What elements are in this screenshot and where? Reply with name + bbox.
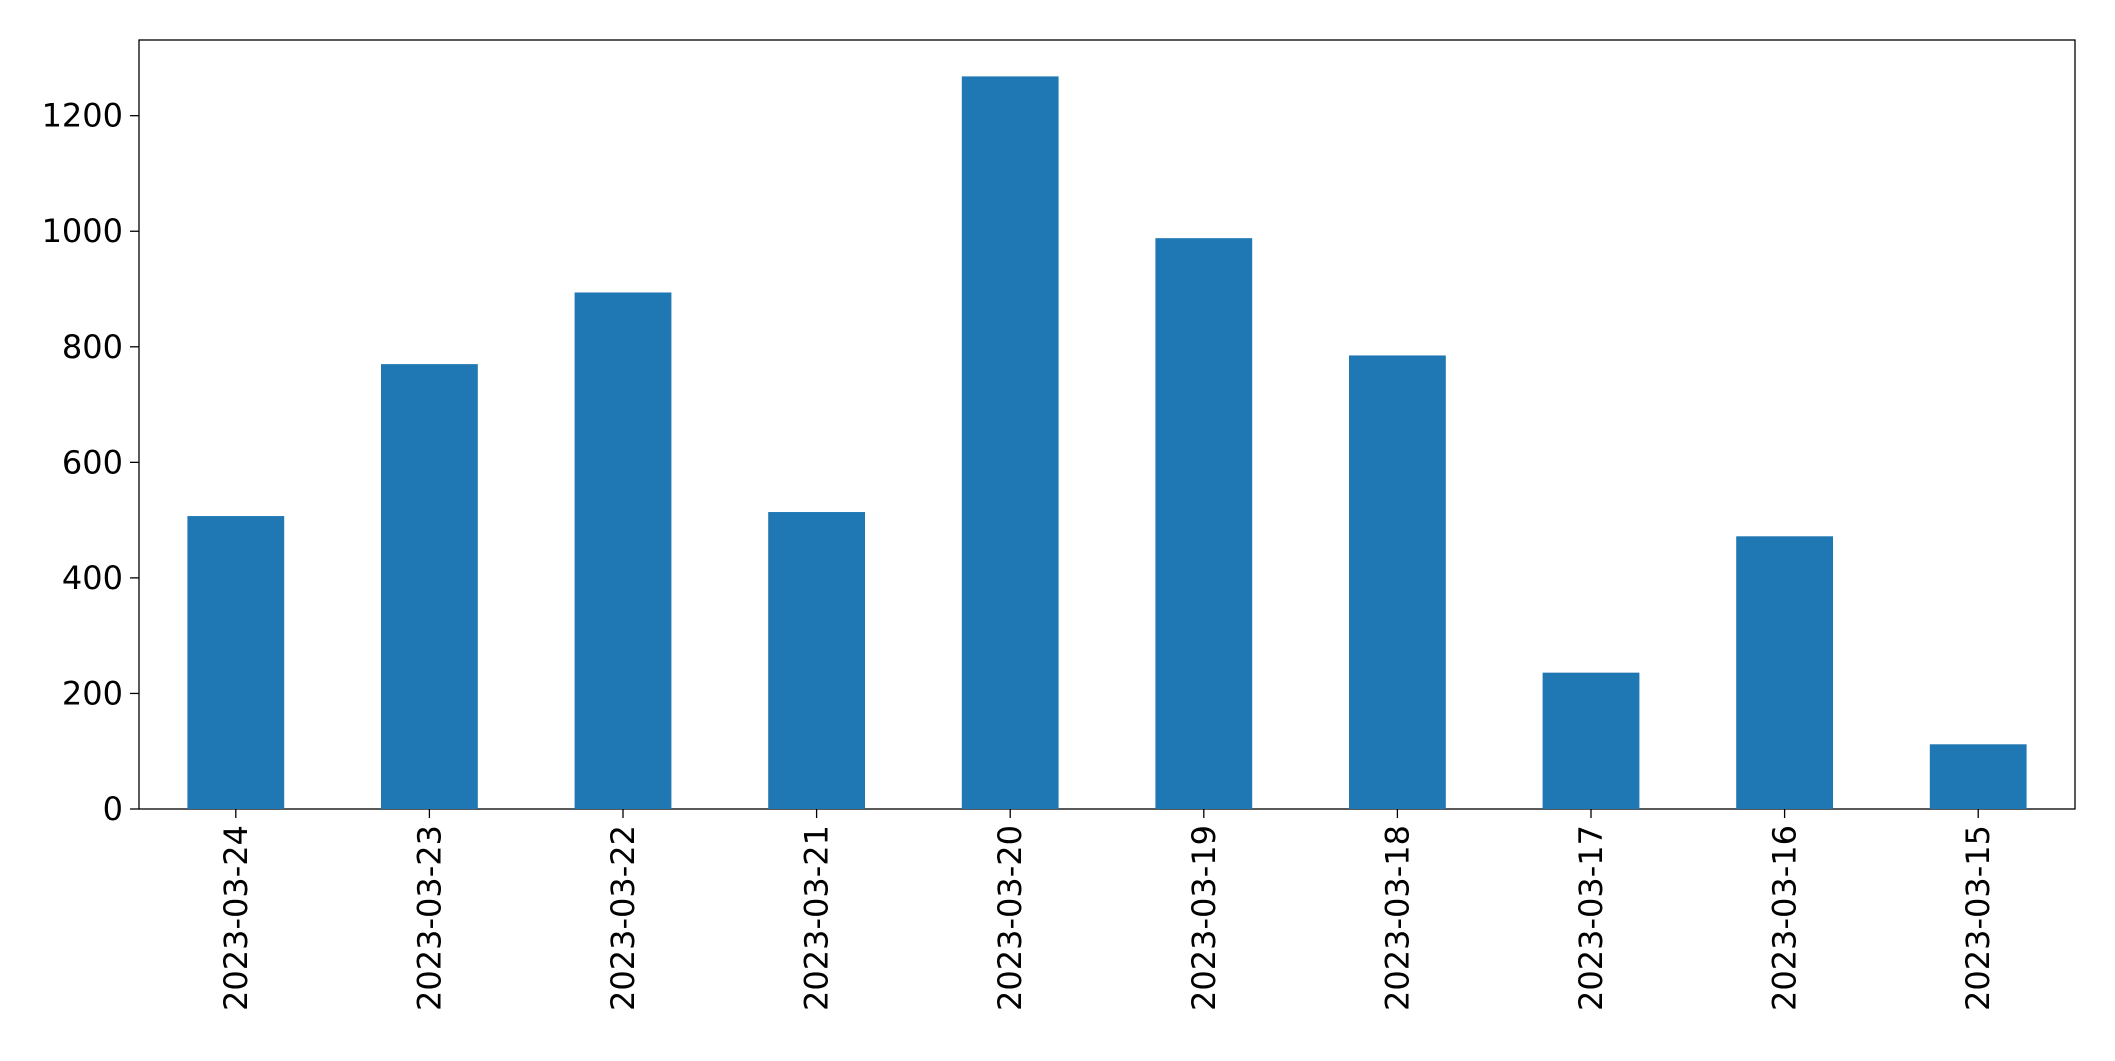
x-tick-label: 2023-03-23 [410, 825, 448, 1011]
bar [1155, 238, 1253, 809]
x-tick-label: 2023-03-20 [991, 825, 1029, 1011]
bar [381, 364, 478, 809]
bar [961, 76, 1059, 810]
y-tick-label: 600 [62, 443, 123, 481]
axes-frame [138, 39, 2076, 810]
y-tick-label: 200 [62, 674, 123, 712]
bar [1349, 355, 1446, 809]
bar [187, 516, 285, 809]
bar [574, 292, 672, 810]
x-tick-label: 2023-03-19 [1185, 825, 1223, 1011]
x-tick-label: 2023-03-21 [798, 825, 836, 1011]
y-tick-label: 0 [103, 790, 123, 828]
x-tick-label: 2023-03-17 [1572, 825, 1610, 1011]
x-tick-label: 2023-03-15 [1959, 825, 1997, 1011]
x-tick-label: 2023-03-22 [604, 825, 642, 1011]
bar [1542, 672, 1640, 809]
bar [1929, 744, 2027, 809]
y-tick-label: 800 [62, 328, 123, 366]
x-tick-label: 2023-03-24 [217, 825, 255, 1011]
y-tick-label: 400 [62, 559, 123, 597]
x-tick-label: 2023-03-18 [1378, 825, 1416, 1011]
bar [768, 512, 865, 809]
bar [1736, 536, 1833, 809]
x-tick-label: 2023-03-16 [1766, 825, 1804, 1011]
y-tick-label: 1200 [42, 97, 123, 135]
y-tick-label: 1000 [42, 212, 123, 250]
